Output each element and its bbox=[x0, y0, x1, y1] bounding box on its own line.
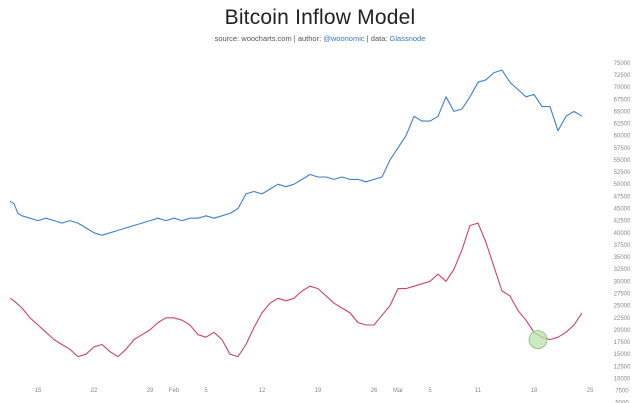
y-tick-label: 10000 bbox=[614, 376, 631, 382]
series-line-price bbox=[9, 69, 583, 236]
author-link[interactable]: @woonomic bbox=[323, 34, 365, 43]
series-line-model bbox=[9, 222, 583, 358]
highlight-circle bbox=[528, 330, 548, 350]
y-tick-label: 67500 bbox=[614, 97, 631, 103]
x-axis: 15 22 29 Feb 5 12 19 26 Mar 5 11 18 25 bbox=[35, 388, 594, 394]
y-tick-label: 5000 bbox=[615, 401, 629, 403]
y-tick-label: 57500 bbox=[614, 146, 631, 152]
y-tick-label: 40000 bbox=[614, 231, 631, 237]
y-tick-label: 22500 bbox=[614, 316, 631, 322]
x-tick-label: 22 bbox=[91, 388, 98, 394]
y-tick-label: 35000 bbox=[614, 255, 631, 261]
x-tick-label: 15 bbox=[35, 388, 42, 394]
y-tick-label: 75000 bbox=[614, 61, 631, 67]
series-layer bbox=[9, 69, 583, 358]
y-tick-label: 15000 bbox=[614, 352, 631, 358]
subtitle-prefix: source: woocharts.com | author: bbox=[214, 34, 324, 43]
y-tick-label: 72500 bbox=[614, 73, 631, 79]
y-tick-label: 42500 bbox=[614, 219, 631, 225]
y-tick-label: 62500 bbox=[614, 122, 631, 128]
x-tick-label: 18 bbox=[531, 388, 538, 394]
x-tick-label: 5 bbox=[204, 388, 208, 394]
x-tick-label: 29 bbox=[147, 388, 154, 394]
y-tick-label: 20000 bbox=[614, 328, 631, 334]
x-tick-label: 5 bbox=[428, 388, 432, 394]
y-tick-label: 70000 bbox=[614, 85, 631, 91]
x-tick-label: 12 bbox=[259, 388, 266, 394]
y-tick-label: 45000 bbox=[614, 207, 631, 213]
y-tick-label: 47500 bbox=[614, 194, 631, 200]
y-tick-label: 17500 bbox=[614, 340, 631, 346]
y-tick-label: 30000 bbox=[614, 279, 631, 285]
x-tick-label: Feb bbox=[169, 388, 180, 394]
chart-title: Bitcoin Inflow Model bbox=[224, 6, 416, 29]
x-tick-label: 19 bbox=[315, 388, 322, 394]
chart-subtitle: source: woocharts.com | author: @woonomi… bbox=[0, 34, 640, 43]
y-tick-label: 12500 bbox=[614, 364, 631, 370]
x-tick-label: 11 bbox=[475, 388, 482, 394]
y-tick-label: 50000 bbox=[614, 182, 631, 188]
y-tick-label: 52500 bbox=[614, 170, 631, 176]
x-tick-label: Mar bbox=[393, 388, 403, 394]
subtitle-mid: | data: bbox=[364, 34, 390, 43]
y-tick-label: 55000 bbox=[614, 158, 631, 164]
x-tick-label: 26 bbox=[371, 388, 378, 394]
y-tick-label: 32500 bbox=[614, 267, 631, 273]
y-tick-label: 65000 bbox=[614, 109, 631, 115]
y-tick-label: 37500 bbox=[614, 243, 631, 249]
y-tick-label: 25000 bbox=[614, 304, 631, 310]
y-axis: 5000 7500 10000 12500 15000 17500 20000 22500 25… bbox=[614, 61, 631, 403]
y-tick-label: 7500 bbox=[615, 389, 629, 395]
y-tick-label: 27500 bbox=[614, 291, 631, 297]
highlight-layer bbox=[528, 330, 548, 350]
y-tick-label: 60000 bbox=[614, 134, 631, 140]
data-source-link[interactable]: Glassnode bbox=[389, 34, 426, 43]
x-tick-label: 25 bbox=[587, 388, 594, 394]
